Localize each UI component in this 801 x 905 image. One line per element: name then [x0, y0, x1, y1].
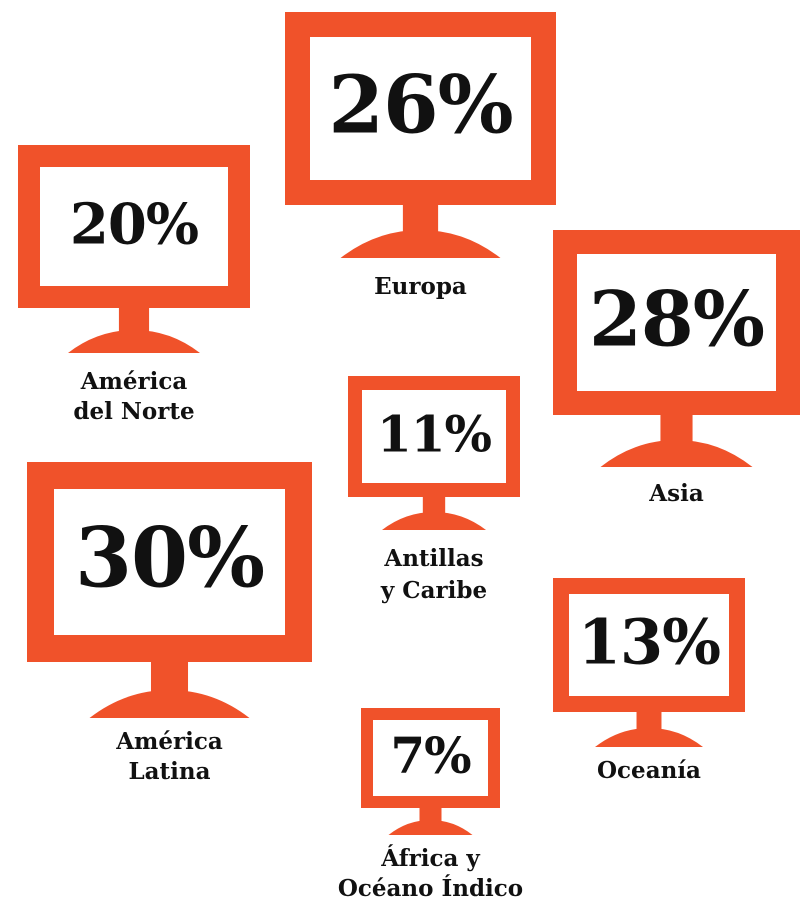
percentage: 7%	[390, 726, 471, 785]
region-label: África y	[380, 845, 480, 872]
monitor-screen	[577, 254, 776, 391]
region-label: América	[80, 368, 188, 395]
monitor-base	[89, 690, 250, 718]
monitor-base	[388, 820, 473, 835]
monitor-neck	[419, 806, 442, 824]
monitor-neck	[402, 203, 439, 234]
monitor-screen	[569, 594, 729, 696]
monitor-neck	[660, 413, 693, 444]
percentage: 30%	[75, 511, 264, 607]
monitor-base	[340, 230, 501, 258]
region-label: Europa	[374, 273, 467, 300]
monitor-screen	[40, 167, 228, 286]
region-label: y Caribe	[380, 577, 487, 604]
monitor-screen	[310, 37, 531, 180]
monitor-screen	[373, 720, 488, 796]
monitor-base	[595, 728, 703, 747]
percentage: 11%	[377, 405, 492, 464]
monitor-base	[382, 512, 486, 530]
percentage: 20%	[70, 191, 198, 257]
region-label: Latina	[128, 758, 210, 785]
monitor-neck	[636, 710, 662, 732]
monitor-neck	[150, 660, 189, 694]
region-label: América	[115, 728, 223, 755]
region-label: del Norte	[73, 398, 194, 425]
monitor-neck	[118, 306, 150, 334]
region-label: Océano Índico	[338, 875, 523, 902]
percentage: 26%	[328, 58, 512, 152]
monitor-neck	[422, 495, 446, 516]
monitor-base	[600, 440, 753, 467]
monitor-base	[68, 330, 200, 353]
monitor-screen	[54, 489, 285, 635]
region-label: Oceanía	[597, 757, 701, 784]
percentage: 28%	[589, 275, 764, 364]
monitor-screen	[362, 390, 506, 483]
percentage: 13%	[578, 605, 720, 678]
region-label: Asia	[648, 480, 704, 507]
region-label: Antillas	[383, 545, 483, 572]
